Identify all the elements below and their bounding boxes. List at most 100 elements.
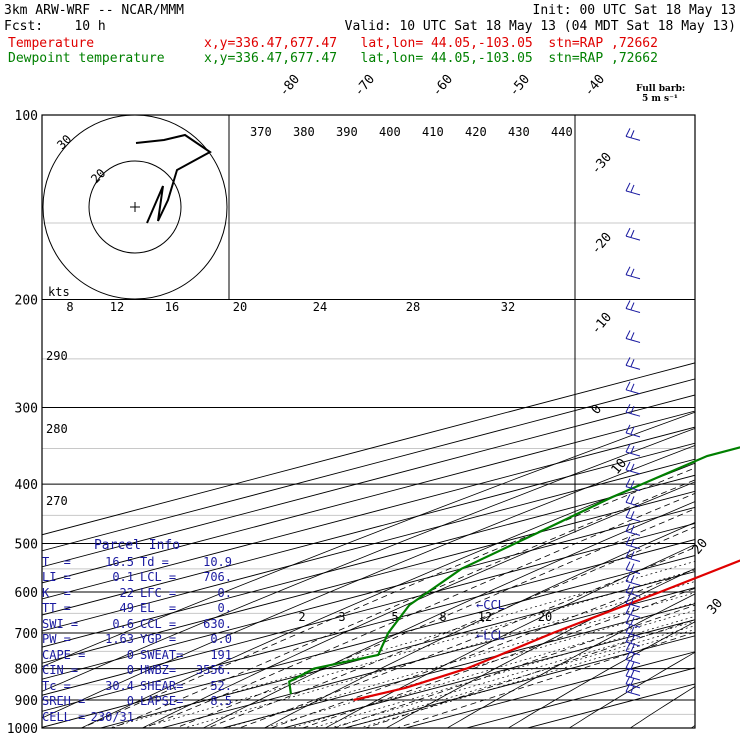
wind-barb (625, 622, 641, 628)
dry-adiabat (735, 128, 740, 740)
wind-barb (625, 659, 641, 665)
dry-adiabat (385, 567, 695, 728)
dry-adiabat (629, 686, 695, 728)
mixing-top-label-16: 16 (165, 300, 179, 314)
parcel-info-cell: LI = (42, 570, 71, 584)
parcel-info-cell: 0.6 (112, 616, 134, 631)
wind-barb (625, 675, 641, 681)
hodograph-ring-label-30: 30 (54, 132, 74, 152)
parcel-info-cell (134, 710, 190, 726)
mixing-ratio-line (358, 629, 695, 728)
mixing-ratio-line (140, 569, 695, 728)
wind-barb (630, 685, 635, 693)
parcel-info-cell: 0 (126, 663, 134, 677)
plot-frame (41, 114, 696, 729)
parcel-info-panel: Parcel Info T = 16.5 Td = 10.9 LI = 0.1 LCL = 7… (42, 538, 232, 726)
dry-adiabat (42, 411, 695, 668)
parcel-info-cell: CAPE = (42, 647, 86, 662)
wind-barb (630, 511, 635, 519)
parcel-info-cell: T = (42, 554, 71, 569)
wind-barb (625, 337, 641, 343)
pressure-label-300: 300 (15, 401, 38, 416)
parcel-info-cell: LFC = (140, 585, 177, 600)
parcel-info-cell (190, 710, 232, 726)
isotherm-label-30: 30 (705, 596, 727, 618)
parcel-info-row: SREH = 0 LAPSE= 8.5 (42, 694, 232, 710)
wind-barb (630, 635, 635, 644)
wind-barb (630, 268, 635, 276)
wind-barb (630, 130, 635, 138)
hodograph-units: kts (48, 285, 70, 299)
wind-barb (630, 383, 635, 392)
barb-legend-line1: Full barb: (636, 84, 686, 94)
parcel-info-row: LI = 0.1 LCL = 706. (42, 570, 232, 586)
wind-barb (630, 551, 635, 559)
wind-barb (625, 651, 631, 660)
dry-adiabat (80, 462, 695, 728)
parcel-info-cell: Td = (140, 554, 169, 569)
parcel-info-cell: LAPSE= (140, 694, 184, 708)
parcel-info-cell: 52. (210, 678, 232, 693)
wind-barb (625, 580, 641, 586)
mixing-bottom-label-3: 3 (338, 610, 345, 624)
mixing-bottom-label-2: 2 (298, 610, 305, 624)
init-time: Init: 00 UTC Sat 18 May 13 (532, 3, 737, 18)
parcel-info-cell: 3556. (195, 663, 232, 677)
wind-barb (625, 667, 631, 677)
isotherm-label--10: -10 (589, 310, 616, 338)
dry-adiabat (568, 651, 695, 728)
parcel-info-row: PW = 1.63 YGP = 0.0 (42, 632, 232, 648)
mixing-ratio-line (344, 625, 695, 728)
wind-barb (625, 633, 631, 643)
left-theta-label-290: 290 (46, 349, 68, 363)
wind-barb (625, 443, 631, 453)
lcl-marker: ←LCL (476, 628, 505, 642)
wind-barb (630, 496, 635, 504)
parcel-info-cell: PW = (42, 632, 71, 646)
parcel-info-cell: 230/31 (90, 709, 134, 724)
wind-barb (625, 461, 631, 471)
forecast-hour: Fcst: 10 h (4, 19, 106, 34)
wind-barb (630, 586, 635, 594)
wind-barb (625, 469, 641, 475)
parcel-info-cell: SREH = (42, 694, 86, 708)
wind-barb (630, 406, 635, 414)
isotherm-label--80: -80 (277, 72, 304, 100)
dry-adiabat (446, 593, 695, 728)
parcel-info-cell: 22 (119, 585, 134, 600)
wind-barb (625, 561, 631, 570)
wind-barb (625, 536, 631, 545)
wind-barb (625, 227, 631, 237)
wind-barb (625, 300, 631, 309)
isotherm-label--20: -20 (589, 230, 616, 258)
parcel-info-cell: 0.0 (210, 632, 232, 646)
mixing-ratio-line (289, 609, 695, 728)
parcel-info-cell: SHEAR= (140, 678, 184, 693)
theta-label-430: 430 (508, 125, 530, 139)
left-theta-label-280: 280 (46, 422, 68, 436)
parcel-info-row: CIN = 0 HWBZ= 3556. (42, 663, 232, 679)
isotherm-line (42, 378, 695, 552)
pressure-label-100: 100 (15, 109, 38, 124)
parcel-info-cell: 0. (217, 601, 232, 615)
isotherm-line (42, 539, 695, 712)
wind-barb (630, 184, 635, 193)
parcel-info-cell: K = (42, 585, 71, 600)
isotherm-line (98, 571, 695, 728)
ccl-marker: ←CCL (476, 598, 505, 612)
valid-time: Valid: 10 UTC Sat 18 May 13 (04 MDT Sat … (344, 19, 736, 34)
dry-adiabat (42, 444, 695, 719)
wind-barb (625, 494, 631, 503)
wind-barb (625, 612, 641, 618)
isotherm-label--70: -70 (352, 72, 379, 100)
legend-temperature: Temperature (8, 36, 95, 51)
parcel-info-cell: TT = (42, 601, 71, 615)
dry-adiabat (141, 481, 695, 728)
wind-barb (625, 632, 641, 638)
wind-barb (630, 332, 635, 340)
wind-barb (630, 653, 635, 661)
wind-barb (625, 690, 641, 696)
isotherm-line (42, 394, 695, 568)
mixing-top-label-12: 12 (110, 300, 124, 314)
